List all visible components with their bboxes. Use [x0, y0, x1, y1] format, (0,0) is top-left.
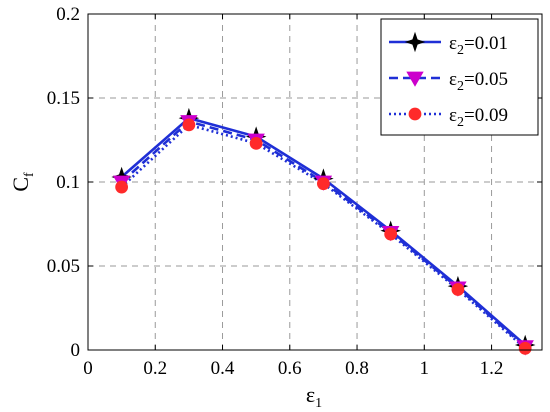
data-point-star [404, 31, 426, 53]
data-point-circle [249, 136, 263, 150]
y-tick-label: 0.15 [47, 88, 80, 109]
x-tick-label: 0.6 [278, 358, 302, 379]
y-tick-label: 0 [71, 340, 81, 361]
data-point-circle [518, 341, 532, 355]
legend: ε2=0.01 ε2=0.05 ε2=0.09 [380, 18, 539, 136]
y-tick-label: 0.2 [56, 4, 80, 25]
x-tick-label: 0.8 [345, 358, 369, 379]
data-point-triangle [406, 71, 424, 87]
x-tick-label: 0.4 [211, 358, 235, 379]
x-axis-label: ε1 [306, 382, 322, 411]
data-point-circle [384, 227, 398, 241]
series-layer [111, 107, 536, 356]
y-tick-label: 0.1 [56, 172, 80, 193]
y-tick-label: 0.05 [47, 256, 80, 277]
data-point-circle [408, 107, 422, 121]
x-tick-label: 1 [420, 358, 430, 379]
data-point-circle [317, 177, 330, 191]
legend-label-1: ε2=0.01 [449, 33, 508, 58]
data-point-circle [182, 118, 196, 132]
x-tick-label: 0.2 [143, 358, 167, 379]
y-axis-label: Cf [8, 172, 37, 192]
data-point-circle [115, 180, 129, 194]
ticks: 0 0.2 0.4 0.6 0.8 1 1.2 0 0.05 0.1 0.15 0.2 [47, 4, 542, 379]
legend-label-3: ε2=0.09 [449, 105, 508, 130]
x-tick-label: 1.2 [480, 358, 504, 379]
legend-label-2: ε2=0.05 [449, 69, 508, 94]
data-point-circle [451, 283, 465, 296]
x-tick-label: 0 [83, 358, 93, 379]
